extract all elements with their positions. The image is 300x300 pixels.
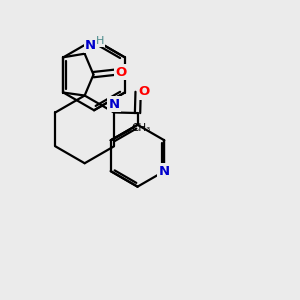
Text: O: O bbox=[138, 85, 150, 98]
Text: O: O bbox=[115, 66, 126, 79]
Text: H: H bbox=[96, 36, 104, 46]
Text: N: N bbox=[108, 98, 119, 111]
Text: N: N bbox=[84, 39, 95, 52]
Text: N: N bbox=[159, 165, 170, 178]
Text: CH₃: CH₃ bbox=[131, 123, 151, 133]
